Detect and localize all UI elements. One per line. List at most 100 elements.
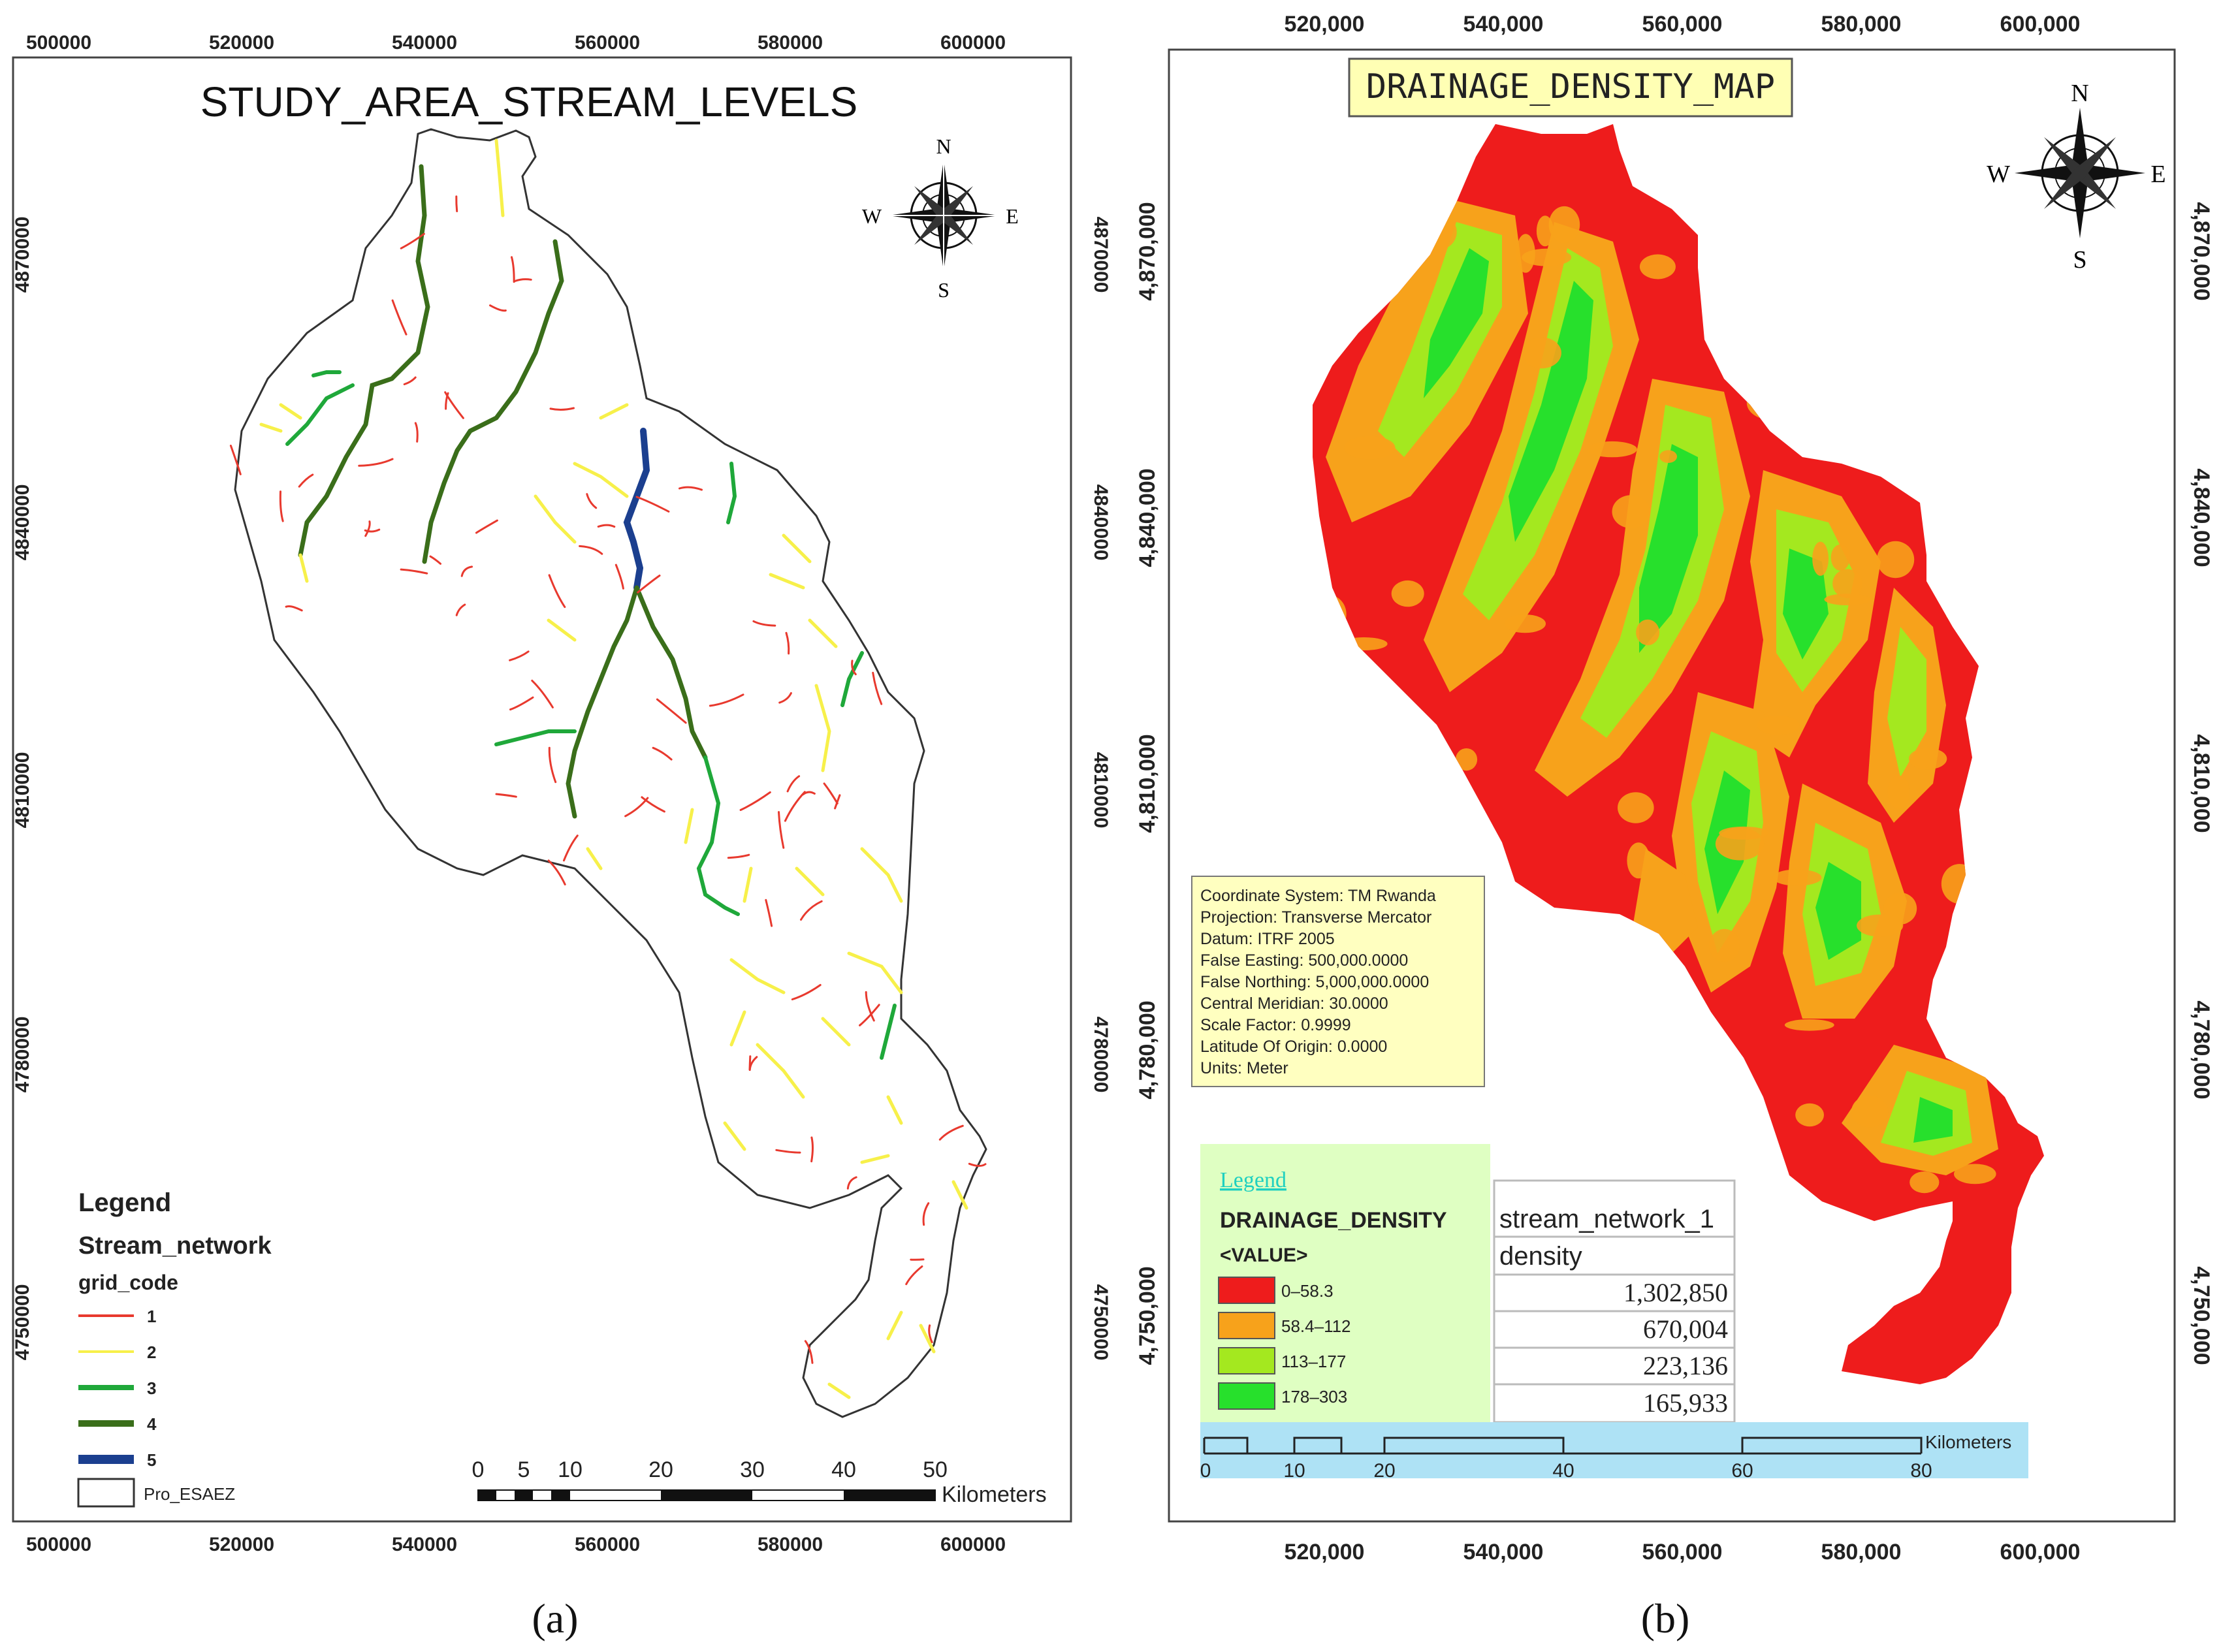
compass-n: N xyxy=(2071,80,2088,107)
density-zone-58-112 xyxy=(1954,1164,1996,1184)
compass-w: W xyxy=(862,204,882,228)
tick-label: 4,840,000 xyxy=(1135,468,1160,567)
density-zone-58-112 xyxy=(1709,929,1740,962)
tick-label: 500000 xyxy=(26,32,91,54)
density-zone-58-112 xyxy=(1344,436,1396,460)
stream-level-2 xyxy=(821,1017,851,1047)
stream-level-2 xyxy=(729,958,786,994)
tick-label: 520,000 xyxy=(1285,12,1365,37)
stream-level-1 xyxy=(495,793,517,798)
stream-level-2 xyxy=(808,618,838,648)
stream-level-1 xyxy=(727,853,750,859)
density-zone-58-112 xyxy=(1830,544,1850,571)
table-header: stream_network_1 xyxy=(1499,1205,1714,1233)
tick-label: 4,870,000 xyxy=(1135,202,1160,300)
tick-label: 560000 xyxy=(575,1534,640,1555)
tick-label: 560000 xyxy=(575,32,640,54)
stream-level-1 xyxy=(922,1202,930,1226)
density-zone-58-112 xyxy=(1627,842,1650,879)
stream-level-1 xyxy=(298,473,314,488)
stream-level-1 xyxy=(549,407,575,411)
north-arrow: N S NW W E xyxy=(1987,80,2166,274)
scale-tick: 40 xyxy=(831,1457,856,1482)
panel-b-x-ticks-top: 520,000 540,000 560,000 580,000 600,000 xyxy=(1285,12,2081,37)
legend-layer: Stream_network xyxy=(78,1232,272,1260)
stream-main xyxy=(696,755,740,916)
density-zone-58-112 xyxy=(1772,869,1822,886)
tick-label: 580,000 xyxy=(1821,1540,1902,1565)
stream-main xyxy=(726,462,737,524)
tick-label: 560,000 xyxy=(1642,12,1723,37)
stream-level-2 xyxy=(847,951,903,994)
stream-level-1 xyxy=(460,565,473,577)
stream-level-1 xyxy=(489,304,507,312)
density-zone-58-112 xyxy=(1536,215,1554,247)
stream-level-2 xyxy=(860,847,903,903)
tick-label: 600000 xyxy=(940,32,1006,54)
stream-level-2 xyxy=(298,553,309,583)
north-arrow: N S W E xyxy=(862,135,1019,302)
legend-field: <VALUE> xyxy=(1220,1245,1308,1266)
scale-tick: 40 xyxy=(1552,1460,1574,1482)
scalebar-a: 0 5 10 20 30 40 50 Kilometers xyxy=(472,1457,1047,1507)
stream-level-2 xyxy=(769,573,805,590)
stream-level-2 xyxy=(886,1095,903,1125)
density-zone-58-112 xyxy=(1618,792,1654,823)
stream-main xyxy=(312,370,342,377)
density-zone-58-112 xyxy=(1548,206,1580,244)
panel-a-y-ticks-left: 4870000 4840000 4810000 4780000 4750000 xyxy=(12,217,33,1361)
density-table: stream_network_1 density 1,302,850 670,0… xyxy=(1493,1179,1736,1423)
density-zone-178-303 xyxy=(1424,248,1489,398)
stream-level-2 xyxy=(494,138,505,217)
scale-tick: 80 xyxy=(1910,1460,1932,1482)
stream-level-2 xyxy=(860,1154,890,1164)
legend-label: 0–58.3 xyxy=(1281,1281,1334,1301)
stream-main xyxy=(623,428,650,591)
density-zone-58-112 xyxy=(1612,495,1650,528)
stream-level-1 xyxy=(804,1340,814,1364)
panel-a: STUDY_AREA_STREAM_LEVELS 500000 520000 5… xyxy=(12,32,1111,1642)
tick-label: 4870000 xyxy=(12,217,33,293)
tick-label: 4810000 xyxy=(12,752,33,829)
stream-level-1 xyxy=(834,794,841,810)
compass-s: S xyxy=(938,278,950,302)
stream-level-1 xyxy=(513,278,532,282)
stream-level-1 xyxy=(563,834,579,862)
density-zone-178-303 xyxy=(1639,444,1698,653)
scale-tick: 5 xyxy=(518,1457,530,1482)
stream-level-1 xyxy=(475,519,498,534)
density-zone-178-303 xyxy=(1815,862,1861,960)
stream-level-1 xyxy=(400,232,425,249)
stream-network xyxy=(229,138,987,1399)
stream-level-2 xyxy=(827,1382,851,1399)
stream-level-2 xyxy=(723,1121,746,1151)
stream-level-1 xyxy=(765,898,773,927)
stream-main xyxy=(566,585,639,819)
tick-label: 540,000 xyxy=(1463,1540,1544,1565)
density-zone-58-112 xyxy=(1522,248,1572,266)
stream-level-2 xyxy=(756,1043,805,1099)
coord-line: Scale Factor: 0.9999 xyxy=(1200,1016,1351,1034)
density-zone-58-112 xyxy=(1908,748,1947,770)
stream-level-1 xyxy=(752,620,776,627)
legend-field: grid_code xyxy=(78,1271,178,1294)
density-zone-58-112 xyxy=(1659,450,1678,463)
density-zone-58-112 xyxy=(1877,541,1915,579)
stream-level-1 xyxy=(810,1136,814,1163)
caption-a: (a) xyxy=(532,1595,578,1642)
stream-level-1 xyxy=(444,391,464,419)
stream-level-1 xyxy=(548,574,566,609)
density-zone-178-303 xyxy=(1783,548,1829,659)
stream-level-1 xyxy=(445,392,449,410)
legend-label: 113–177 xyxy=(1281,1352,1346,1371)
scale-tick: 50 xyxy=(923,1457,948,1482)
stream-level-1 xyxy=(652,746,673,761)
stream-level-2 xyxy=(729,1010,746,1047)
stream-level-1 xyxy=(364,528,381,533)
stream-level-2 xyxy=(814,684,831,772)
legend-label: 58.4–112 xyxy=(1281,1316,1351,1336)
density-zone-58-112 xyxy=(1824,594,1870,605)
scale-tick: 0 xyxy=(472,1457,485,1482)
stream-level-1 xyxy=(597,524,616,528)
density-zone-58-112 xyxy=(1636,619,1660,646)
